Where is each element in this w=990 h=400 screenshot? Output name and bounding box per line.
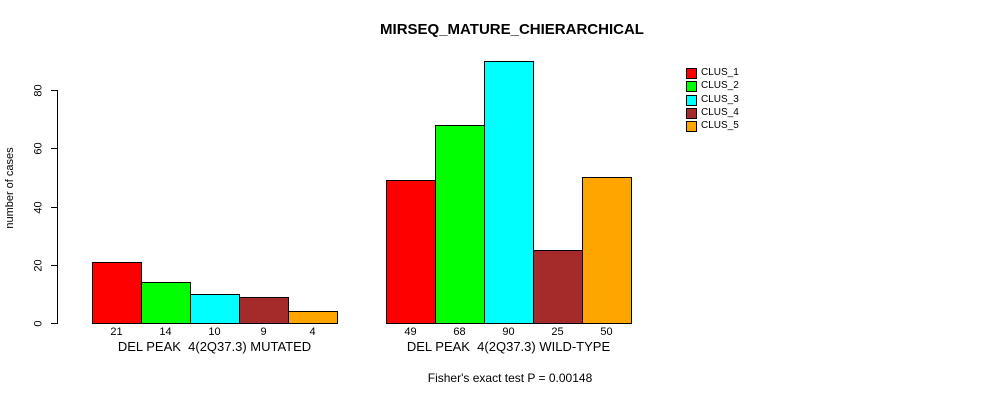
bar-value-label: 10	[208, 326, 221, 338]
bar-CLUS_5	[288, 311, 338, 324]
legend-label: CLUS_3	[701, 94, 739, 105]
fisher-test-annotation: Fisher's exact test P = 0.00148	[427, 371, 593, 385]
y-axis-tick	[51, 90, 57, 91]
y-axis-tick	[51, 207, 57, 208]
y-axis-label: number of cases	[4, 147, 16, 229]
chart-title: MIRSEQ_MATURE_CHIERARCHICAL	[380, 21, 644, 38]
bar-CLUS_1	[92, 262, 142, 324]
bar-value-label: 90	[502, 326, 515, 338]
group-label: DEL PEAK 4(2Q37.3) MUTATED	[117, 339, 312, 354]
legend-swatch-CLUS_3	[686, 95, 697, 106]
legend-label: CLUS_1	[701, 67, 739, 78]
legend-swatch-CLUS_2	[686, 81, 697, 92]
y-axis-tick-label: 80	[32, 84, 45, 97]
bar-CLUS_2	[435, 125, 485, 324]
y-axis-tick-label: 0	[32, 320, 45, 327]
y-axis-tick	[51, 148, 57, 149]
legend-label: CLUS_2	[701, 80, 739, 91]
legend-swatch-CLUS_1	[686, 68, 697, 79]
legend-label: CLUS_5	[701, 120, 739, 131]
bar-value-label: 50	[600, 326, 613, 338]
y-axis-tick-label: 60	[32, 142, 45, 155]
y-axis-tick	[51, 323, 57, 324]
y-axis-tick-label: 20	[32, 259, 45, 272]
bar-CLUS_3	[190, 294, 240, 324]
bar-value-label: 14	[159, 326, 172, 338]
bar-value-label: 9	[260, 326, 267, 338]
legend-label: CLUS_4	[701, 107, 739, 118]
bar-CLUS_5	[582, 177, 632, 324]
y-axis-tick	[51, 265, 57, 266]
bar-value-label: 21	[110, 326, 123, 338]
legend-swatch-CLUS_5	[686, 121, 697, 132]
legend-swatch-CLUS_4	[686, 108, 697, 119]
bar-CLUS_4	[239, 297, 289, 324]
y-axis-tick-label: 40	[32, 201, 45, 214]
group-label: DEL PEAK 4(2Q37.3) WILD-TYPE	[406, 339, 611, 354]
bar-value-label: 49	[404, 326, 417, 338]
bar-CLUS_1	[386, 180, 436, 324]
bar-value-label: 68	[453, 326, 466, 338]
y-axis-line	[57, 90, 58, 324]
bar-CLUS_3	[484, 61, 534, 324]
bar-CLUS_4	[533, 250, 583, 324]
bar-CLUS_2	[141, 282, 191, 324]
bar-value-label: 25	[551, 326, 564, 338]
bar-value-label: 4	[309, 326, 316, 338]
